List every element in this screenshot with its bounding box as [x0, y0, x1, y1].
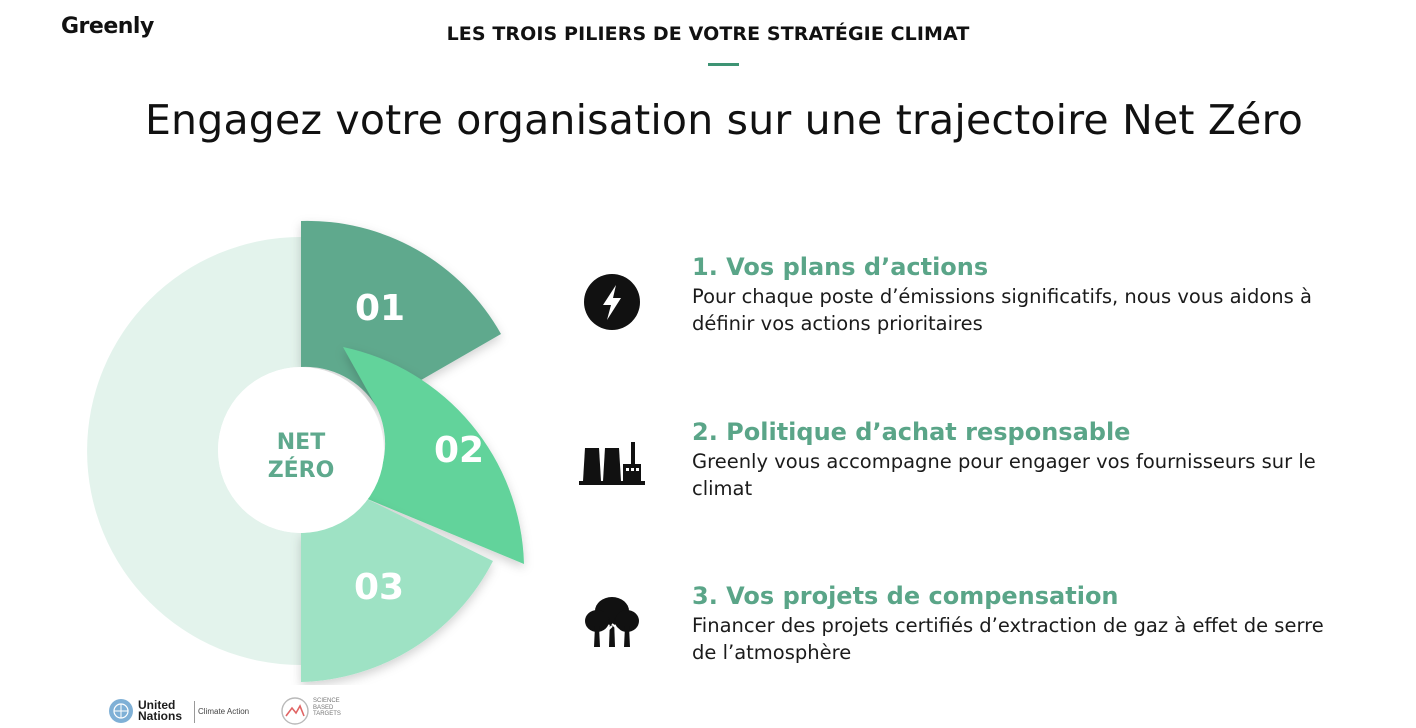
sbt-logo-icon	[281, 697, 309, 725]
un-emblem-icon	[109, 699, 133, 723]
trees-icon	[585, 597, 639, 647]
segment-01-label: 01	[355, 288, 405, 329]
lightning-icon	[584, 274, 640, 330]
partner-logos: United Nations Climate Action SCIENCE BA…	[108, 694, 368, 728]
pillar-2-description: Greenly vous accompagne pour engager vos…	[692, 450, 1316, 500]
diagram-center	[218, 367, 384, 533]
pillar-1-title: 1. Vos plans d’actions	[692, 253, 989, 281]
un-logo-text: United Nations	[138, 698, 183, 723]
diagram-base-ring	[87, 237, 302, 665]
segment-02	[343, 347, 524, 564]
pillar-2-title: 2. Politique d’achat responsable	[692, 418, 1131, 446]
sbt-logo-text: SCIENCE BASED TARGETS	[313, 698, 341, 717]
factory-icon	[579, 442, 645, 485]
brand-logo: Greenly	[61, 14, 154, 39]
pillar-3-description: Financer des projets certifiés d’extract…	[692, 614, 1324, 664]
section-eyebrow: LES TROIS PILIERS DE VOTRE STRATÉGIE CLI…	[446, 23, 970, 45]
un-logo-subtitle: Climate Action	[198, 707, 250, 716]
net-zero-diagram: 01 02 03 NET ZÉRO	[87, 220, 524, 682]
eyebrow-divider	[708, 63, 739, 66]
segment-03-label: 03	[354, 567, 404, 608]
center-label-net: NET	[277, 430, 325, 455]
pillar-3-title: 3. Vos projets de compensation	[692, 582, 1119, 610]
page-title: Engagez votre organisation sur une traje…	[144, 96, 1304, 144]
logo-divider	[194, 701, 195, 723]
segment-02-label: 02	[434, 430, 484, 471]
segment-03	[301, 498, 493, 682]
center-label-zero: ZÉRO	[268, 457, 335, 483]
pillar-1-description: Pour chaque poste d’émissions significat…	[692, 285, 1312, 335]
